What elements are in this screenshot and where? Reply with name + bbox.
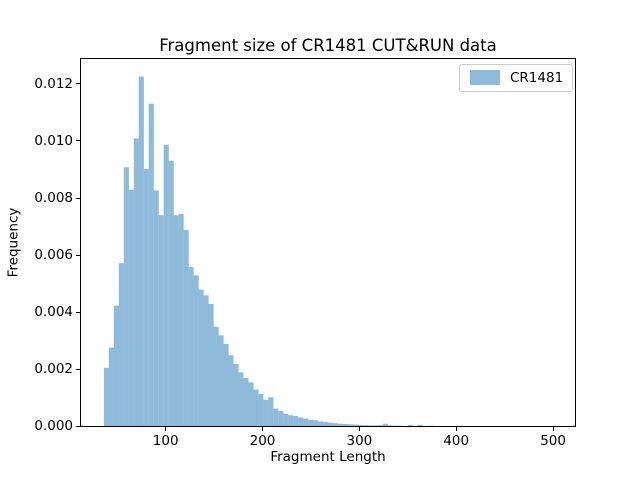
histogram-bar — [367, 425, 374, 427]
y-tick-label: 0.004 — [34, 304, 73, 321]
histogram-bar — [352, 424, 359, 427]
histogram-bar — [133, 138, 139, 427]
histogram-bar — [108, 347, 114, 427]
histogram-bar — [173, 214, 179, 427]
histogram-bar — [258, 393, 264, 427]
histogram-bars — [103, 76, 478, 427]
histogram-bar — [273, 408, 279, 427]
histogram-bar — [168, 160, 174, 427]
histogram-bar — [153, 190, 159, 427]
histogram-bar — [233, 363, 239, 427]
histogram-bar — [323, 421, 329, 427]
y-tick-mark — [76, 254, 80, 256]
histogram-bar — [343, 423, 349, 427]
x-axis-label: Fragment Length — [270, 449, 386, 465]
histogram-bar — [422, 425, 428, 427]
legend-label: CR1481 — [510, 70, 564, 86]
histogram-bar — [198, 289, 204, 427]
x-tick-label: 500 — [540, 432, 566, 449]
x-tick-mark — [358, 427, 360, 432]
histogram-bar — [382, 423, 389, 427]
y-tick-label: 0.006 — [34, 247, 73, 264]
histogram-bar — [163, 144, 169, 427]
histogram-bar — [263, 399, 269, 427]
legend-swatch — [470, 70, 500, 85]
x-tick-label: 400 — [443, 432, 470, 449]
histogram-bar — [178, 213, 184, 427]
x-tick-mark — [262, 427, 264, 432]
histogram-bar — [103, 367, 109, 427]
histogram-bar — [303, 418, 309, 427]
histogram-bar — [333, 422, 339, 427]
histogram-bar — [288, 414, 294, 427]
histogram-bar — [118, 262, 124, 427]
histogram-bar — [243, 377, 249, 427]
histogram-bar — [248, 381, 254, 427]
histogram-bar — [338, 423, 344, 427]
histogram-bar — [128, 189, 134, 427]
y-tick-label: 0.008 — [34, 190, 73, 207]
histogram-bar — [298, 417, 304, 427]
histogram-bar — [183, 229, 189, 427]
histogram-bar — [278, 410, 284, 427]
histogram-bar — [203, 294, 209, 427]
histogram-bar — [397, 425, 403, 427]
y-tick-mark — [76, 197, 80, 199]
histogram-bar — [318, 421, 324, 427]
plot-area — [80, 57, 576, 428]
histogram-bar — [143, 168, 149, 427]
histogram-bar — [417, 424, 423, 427]
histogram-bar — [348, 423, 354, 427]
histogram-bar — [402, 425, 408, 427]
histogram-bar — [158, 214, 164, 427]
histogram-bar — [377, 424, 384, 427]
chart-title: Fragment size of CR1481 CUT&RUN data — [159, 36, 497, 55]
y-tick-label: 0.000 — [34, 418, 73, 435]
histogram-bar — [138, 76, 144, 427]
histogram-bar — [123, 166, 129, 427]
y-tick-mark — [76, 368, 80, 370]
histogram-bar — [357, 424, 364, 427]
x-tick-label: 300 — [346, 432, 373, 449]
x-tick-label: 200 — [249, 432, 276, 449]
legend: CR1481 — [459, 64, 573, 92]
histogram-bar — [308, 419, 314, 427]
y-tick-mark — [76, 311, 80, 313]
histogram-bar — [228, 354, 234, 427]
histogram-bar — [387, 425, 393, 427]
histogram-bar — [268, 396, 274, 427]
histogram-bar — [208, 303, 214, 427]
histogram-bar — [188, 266, 194, 427]
y-tick-label: 0.010 — [34, 132, 73, 149]
histogram-bar — [362, 424, 369, 427]
x-tick-mark — [552, 427, 554, 432]
y-tick-mark — [76, 425, 80, 427]
histogram-bar — [392, 425, 398, 427]
x-tick-mark — [455, 427, 457, 432]
histogram-bar — [148, 103, 154, 427]
x-tick-label: 100 — [152, 432, 179, 449]
histogram-bar — [238, 371, 244, 427]
y-tick-label: 0.002 — [34, 361, 73, 378]
histogram-bar — [213, 326, 219, 427]
histogram-bar — [372, 425, 379, 427]
y-tick-mark — [76, 83, 80, 85]
histogram-bar — [223, 343, 229, 427]
histogram-bar — [427, 425, 433, 427]
histogram-bar — [193, 275, 199, 427]
y-axis-label: Frequency — [5, 207, 22, 278]
histogram-bar — [328, 422, 334, 427]
y-tick-mark — [76, 140, 80, 142]
histogram-bar — [218, 334, 224, 427]
histogram-bar — [113, 305, 119, 427]
histogram-bar — [407, 424, 413, 427]
histogram-bar — [283, 413, 289, 427]
histogram-bar — [293, 415, 299, 427]
histogram-bar — [253, 389, 259, 427]
x-tick-mark — [165, 427, 167, 432]
histogram-bar — [313, 419, 319, 427]
y-tick-label: 0.012 — [34, 75, 73, 92]
